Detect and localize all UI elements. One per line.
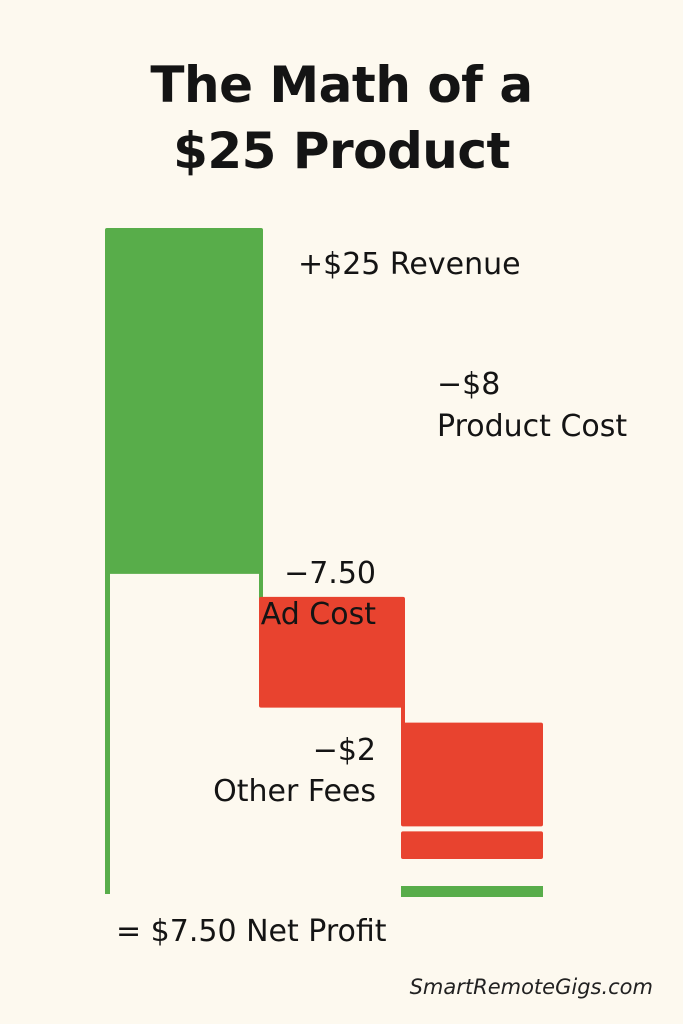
watermark: SmartRemoteGigs.com [409, 975, 653, 999]
label-other-fees-value: −$2 [313, 733, 376, 768]
label-product-cost-name: Product Cost [437, 409, 627, 444]
label-other-fees-name: Other Fees [213, 774, 376, 809]
revenue-baseline-connector [105, 571, 110, 894]
chart-title: The Math of a $25 Product [0, 52, 683, 184]
product-cost-step-connector [401, 705, 405, 725]
label-product-cost-value: −$8 [437, 367, 500, 402]
bar-ad-cost [401, 722, 543, 827]
bar-other-fees [401, 831, 543, 859]
label-revenue: +$25 Revenue [298, 247, 521, 282]
label-ad-cost-name: Ad Cost [261, 597, 377, 632]
bar-net-profit [401, 886, 543, 897]
chart-title-line-1: The Math of a [150, 56, 533, 114]
chart-title-line-2: $25 Product [173, 122, 510, 180]
label-ad-cost-value: −7.50 [284, 556, 376, 591]
bar-product-cost [259, 596, 405, 708]
label-net-profit: = $7.50 Net Profit [116, 914, 387, 949]
bar-revenue [105, 228, 263, 574]
revenue-step-connector [259, 571, 263, 599]
